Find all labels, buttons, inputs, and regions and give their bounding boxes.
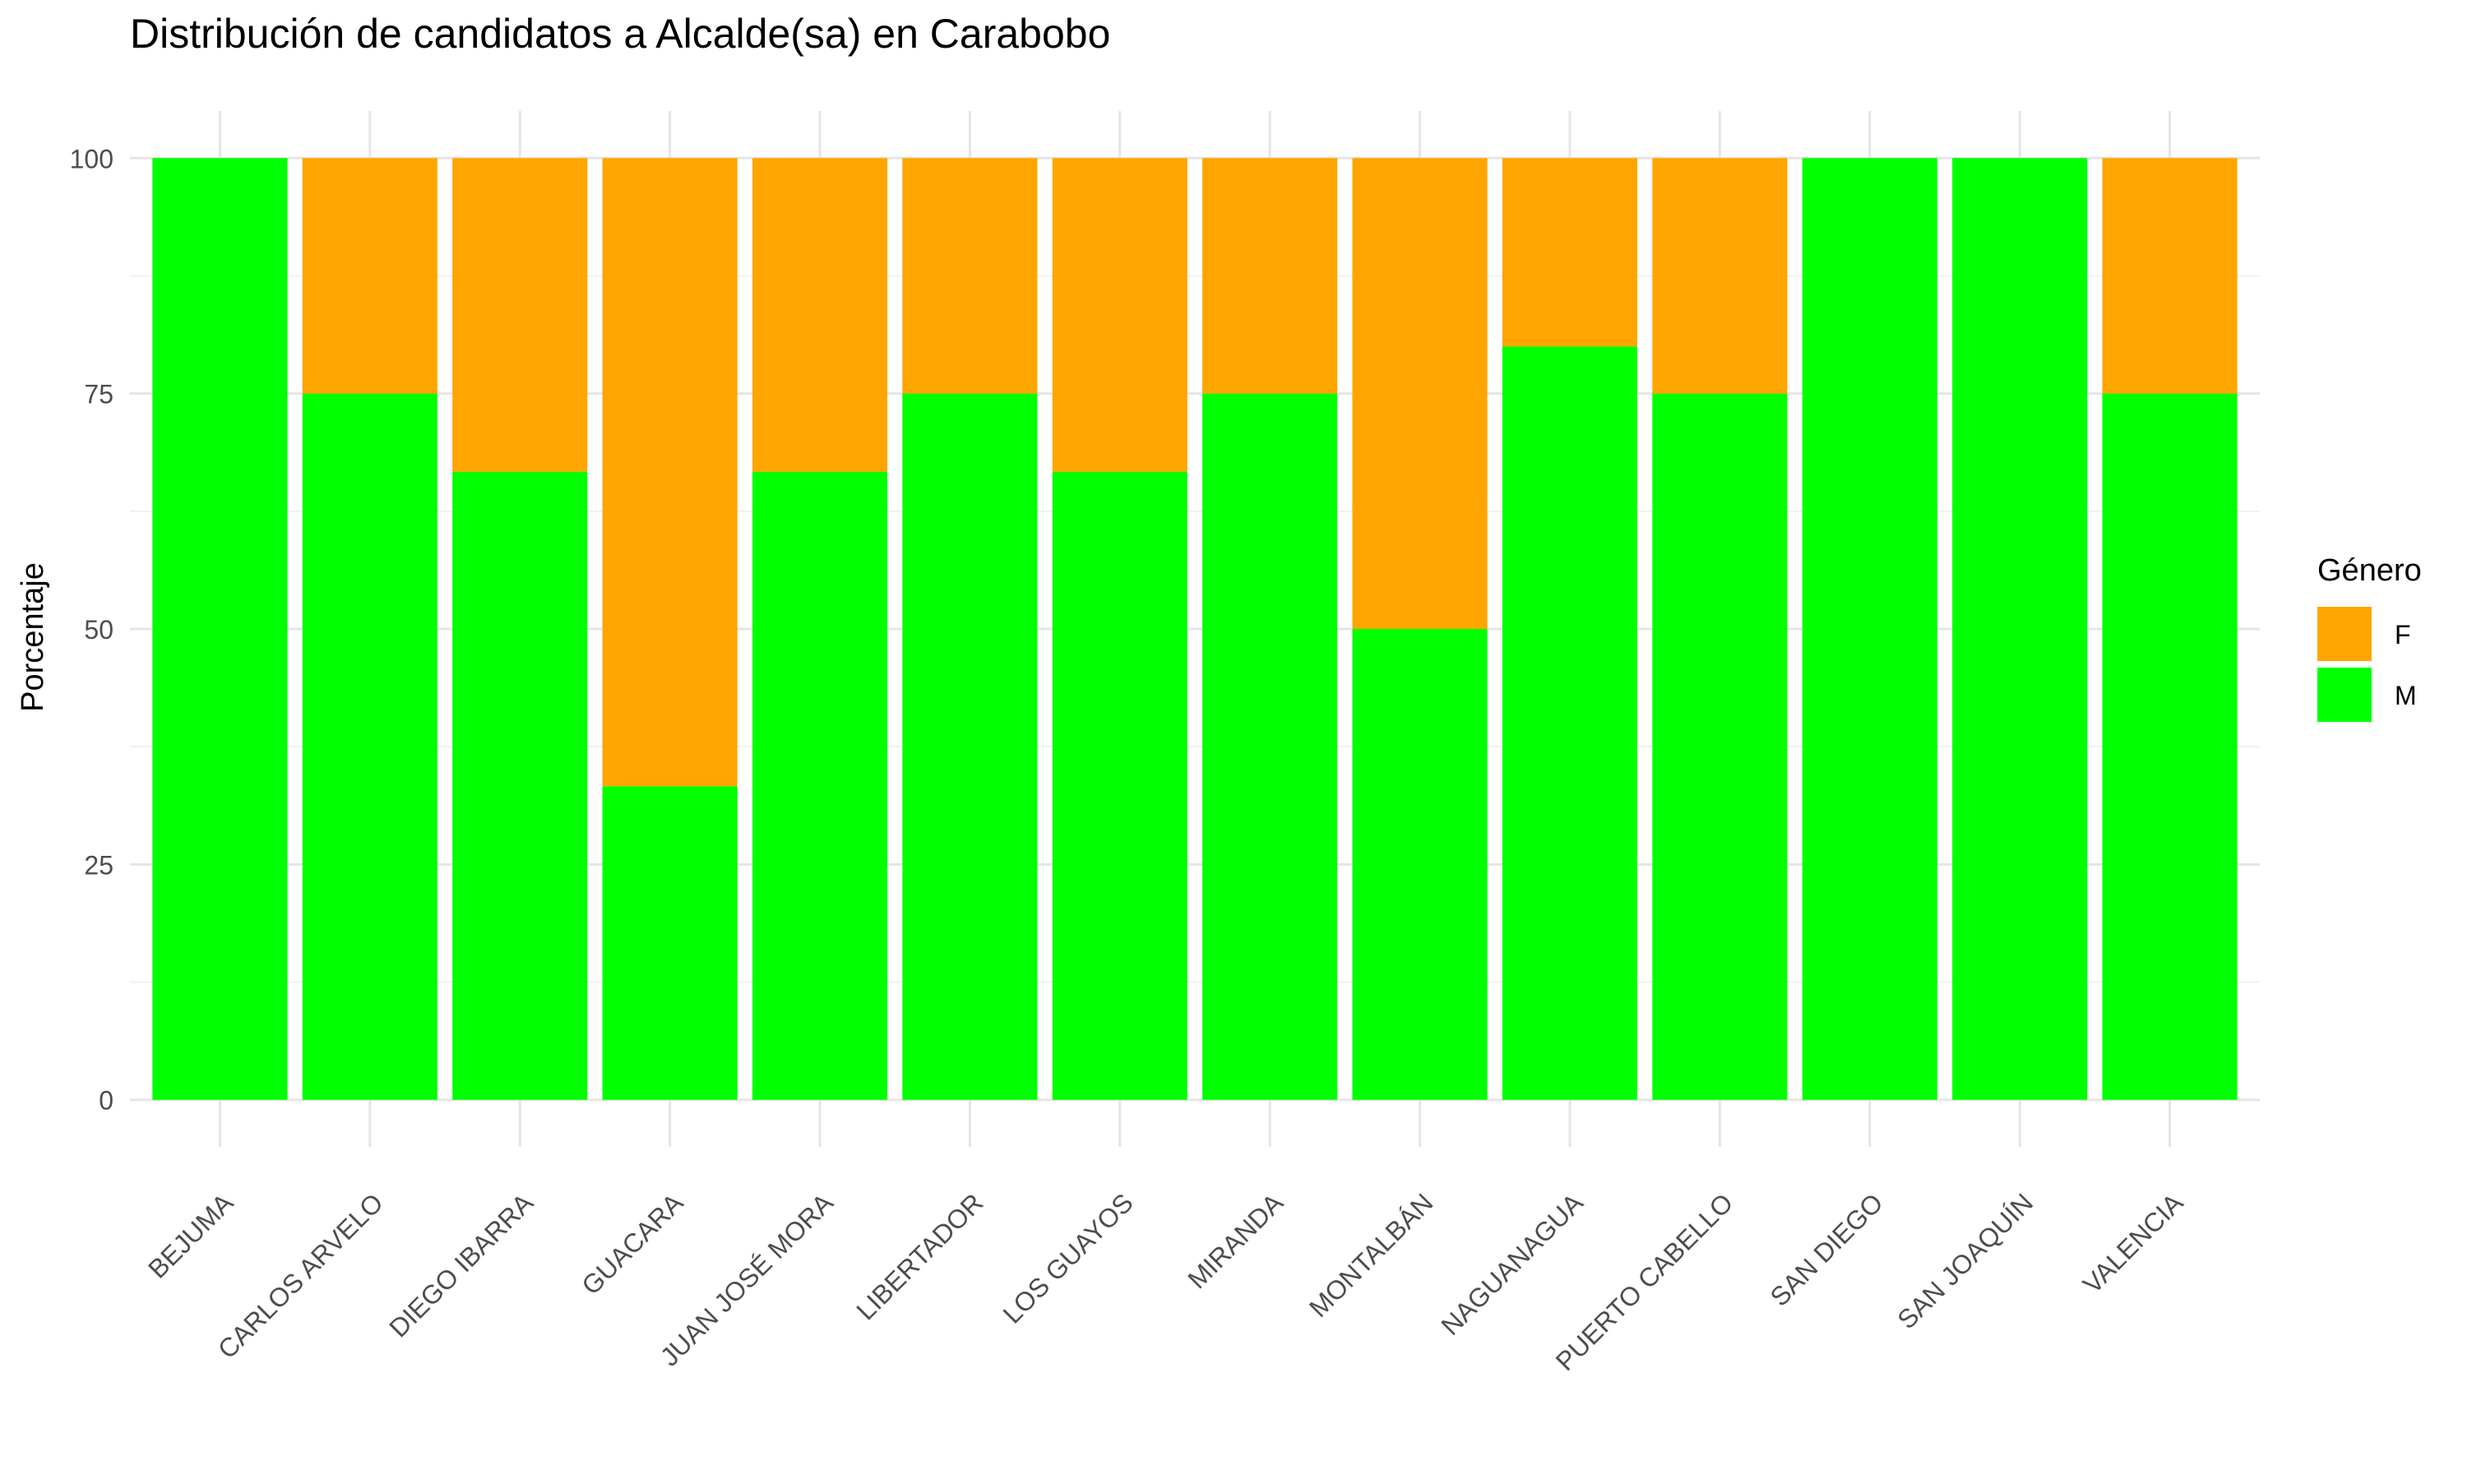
- x-tick-label: MONTALBÁN: [1303, 1187, 1439, 1323]
- bar-m-13: VALENCIA M: 75: [2102, 393, 2238, 1100]
- bar-f-3: GUACARA F: 66.7: [602, 158, 738, 787]
- bar-m-8: MONTALBÁN M: 50: [1352, 629, 1488, 1100]
- bar-f-13: VALENCIA F: 25: [2102, 158, 2238, 394]
- y-tick-label: 25: [84, 850, 113, 880]
- bar-m-7: MIRANDA M: 75: [1202, 393, 1338, 1100]
- chart-title: Distribución de candidatos a Alcalde(sa)…: [130, 11, 1110, 57]
- bar-m-2: DIEGO IBARRA M: 66.7: [452, 471, 588, 1100]
- x-tick-label: CARLOS ARVELO: [212, 1187, 389, 1364]
- x-tick-label: SAN JOAQUÍN: [1891, 1187, 2039, 1334]
- bar-f-2: DIEGO IBARRA F: 33.3: [452, 158, 588, 472]
- legend: Género FM: [2317, 553, 2422, 722]
- bar-f-7: MIRANDA F: 25: [1202, 158, 1338, 394]
- legend-key-m: [2317, 668, 2372, 722]
- bar-m-11: SAN DIEGO M: 100: [1802, 158, 1937, 1100]
- bar-m-3: GUACARA M: 33.3: [602, 786, 738, 1100]
- x-tick-label: LOS GUAYOS: [997, 1187, 1139, 1329]
- y-tick-label: 50: [84, 615, 113, 645]
- y-tick-labels: 0 25 50 75 100: [70, 144, 113, 1115]
- x-tick-label: VALENCIA: [2077, 1187, 2189, 1299]
- bar-m-10: PUERTO CABELLO M: 75: [1652, 393, 1788, 1100]
- bar-f-5: LIBERTADOR F: 25: [902, 158, 1038, 394]
- bar-m-12: SAN JOAQUÍN M: 100: [1952, 158, 2088, 1100]
- bar-f-9: NAGUANAGUA F: 20: [1502, 158, 1638, 347]
- y-axis-label: Porcentaje: [16, 562, 50, 712]
- bar-m-9: NAGUANAGUA M: 80: [1502, 346, 1638, 1100]
- x-tick-label: SAN DIEGO: [1765, 1187, 1889, 1311]
- bar-m-6: LOS GUAYOS M: 66.7: [1052, 471, 1187, 1100]
- x-tick-label: BEJUMA: [142, 1187, 239, 1284]
- bar-f-10: PUERTO CABELLO F: 25: [1652, 158, 1788, 394]
- bars: BEJUMA M: 100CARLOS ARVELO M: 75CARLOS A…: [152, 158, 2238, 1100]
- bar-f-8: MONTALBÁN F: 50: [1352, 158, 1488, 630]
- legend-key-f: [2317, 607, 2372, 661]
- bar-m-0: BEJUMA M: 100: [152, 158, 288, 1100]
- bar-f-6: LOS GUAYOS F: 33.3: [1052, 158, 1187, 472]
- x-tick-label: NAGUANAGUA: [1436, 1187, 1590, 1341]
- legend-title: Género: [2317, 553, 2422, 588]
- x-tick-label: DIEGO IBARRA: [383, 1187, 539, 1343]
- grid-lines: [130, 111, 2260, 1147]
- x-tick-label: MIRANDA: [1182, 1187, 1289, 1294]
- y-tick-label: 100: [70, 144, 113, 173]
- bar-m-4: JUAN JOSÉ MORA M: 66.7: [752, 471, 888, 1100]
- legend-items: FM: [2317, 607, 2417, 722]
- x-tick-label: GUACARA: [576, 1187, 689, 1301]
- x-tick-label: LIBERTADOR: [850, 1187, 988, 1325]
- y-tick-label: 0: [99, 1086, 113, 1116]
- y-tick-label: 75: [84, 380, 113, 409]
- bar-m-1: CARLOS ARVELO M: 75: [302, 393, 437, 1100]
- legend-label-m: M: [2395, 681, 2417, 710]
- legend-label-f: F: [2395, 620, 2411, 650]
- bar-f-4: JUAN JOSÉ MORA F: 33.3: [752, 158, 888, 472]
- bar-f-1: CARLOS ARVELO F: 25: [302, 158, 437, 394]
- bar-m-5: LIBERTADOR M: 75: [902, 393, 1038, 1100]
